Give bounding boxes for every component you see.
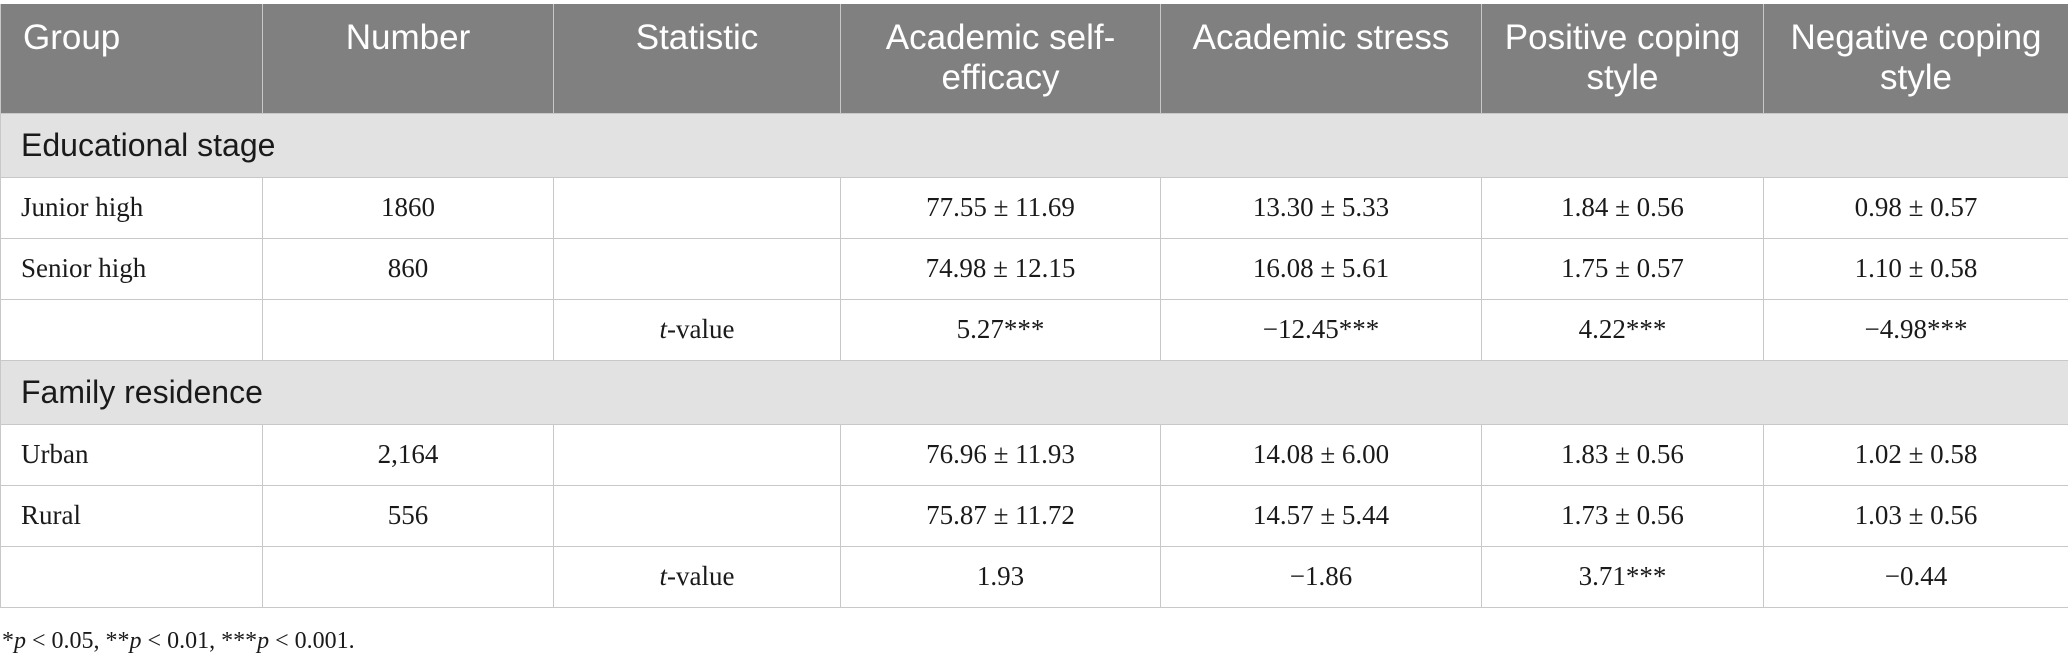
table-cell: 860: [262, 237, 554, 300]
header-negative-coping-style: Negative coping style: [1763, 4, 2068, 114]
statistic-value: −12.45***: [1160, 298, 1482, 361]
empty-cell: [262, 298, 554, 361]
empty-cell: [262, 545, 554, 608]
statistic-symbol: t: [659, 314, 668, 344]
section-row: Family residence: [0, 359, 2068, 425]
footnote-part: p: [14, 628, 26, 654]
table-row: Junior high 1860 77.55 ± 11.69 13.30 ± 5.33…: [0, 176, 2068, 239]
footnote-part: < 0.01, ***: [141, 628, 258, 654]
statistic-value: 5.27***: [840, 298, 1161, 361]
table-footnote: *p < 0.05, **p < 0.01, ***p < 0.001.: [2, 628, 355, 655]
table-cell: 75.87 ± 11.72: [840, 484, 1161, 547]
table-cell: 1860: [262, 176, 554, 239]
footnote-part: < 0.05, **: [26, 628, 130, 654]
table-header: Group Number Statistic Academic self-eff…: [0, 4, 2068, 114]
statistic-label: t-value: [553, 298, 841, 361]
header-academic-self-efficacy: Academic self-efficacy: [840, 4, 1161, 114]
header-statistic: Statistic: [553, 4, 841, 114]
table-cell: Junior high: [0, 176, 263, 239]
footnote-part: p: [129, 628, 142, 654]
comparison-table: Group Number Statistic Academic self-eff…: [0, 4, 2068, 608]
table-row: Senior high 860 74.98 ± 12.15 16.08 ± 5.61 1…: [0, 237, 2068, 300]
table-cell: [553, 484, 841, 547]
table-row: Rural 556 75.87 ± 11.72 14.57 ± 5.44 1.73 ± …: [0, 484, 2068, 547]
table-cell: 1.03 ± 0.56: [1763, 484, 2068, 547]
table-body: Educational stage Junior high 1860 77.55 ± …: [0, 112, 2068, 608]
table-cell: 13.30 ± 5.33: [1160, 176, 1482, 239]
statistic-suffix: -value: [667, 561, 735, 591]
table-cell: 16.08 ± 5.61: [1160, 237, 1482, 300]
data-table-container: Group Number Statistic Academic self-eff…: [0, 4, 2068, 608]
table-cell: 1.84 ± 0.56: [1481, 176, 1764, 239]
statistic-value: 3.71***: [1481, 545, 1764, 608]
table-row: Urban 2,164 76.96 ± 11.93 14.08 ± 6.00 1.83 …: [0, 423, 2068, 486]
table-cell: 76.96 ± 11.93: [840, 423, 1161, 486]
table-cell: 77.55 ± 11.69: [840, 176, 1161, 239]
section-row: Educational stage: [0, 112, 2068, 178]
statistic-value: −0.44: [1763, 545, 2068, 608]
table-cell: 0.98 ± 0.57: [1763, 176, 2068, 239]
header-row: Group Number Statistic Academic self-eff…: [0, 4, 2068, 114]
table-cell: 1.02 ± 0.58: [1763, 423, 2068, 486]
statistic-label: t-value: [553, 545, 841, 608]
statistic-symbol: t: [659, 561, 668, 591]
statistic-value: −1.86: [1160, 545, 1482, 608]
table-cell: 74.98 ± 12.15: [840, 237, 1161, 300]
table-cell: 14.57 ± 5.44: [1160, 484, 1482, 547]
footnote-part: p: [257, 628, 270, 654]
table-cell: 2,164: [262, 423, 554, 486]
table-cell: 1.73 ± 0.56: [1481, 484, 1764, 547]
table-cell: 1.75 ± 0.57: [1481, 237, 1764, 300]
stat-row: t-value 1.93 −1.86 3.71*** −0.44: [0, 545, 2068, 608]
table-cell: [553, 423, 841, 486]
stat-row: t-value 5.27*** −12.45*** 4.22*** −4.98***: [0, 298, 2068, 361]
empty-cell: [0, 545, 263, 608]
table-cell: [553, 237, 841, 300]
header-positive-coping-style: Positive coping style: [1481, 4, 1764, 114]
table-cell: 1.10 ± 0.58: [1763, 237, 2068, 300]
table-cell: Rural: [0, 484, 263, 547]
footnote-part: < 0.001.: [269, 628, 355, 654]
header-number: Number: [262, 4, 554, 114]
table-cell: Urban: [0, 423, 263, 486]
statistic-value: −4.98***: [1763, 298, 2068, 361]
section-title: Educational stage: [0, 112, 2068, 178]
table-cell: 556: [262, 484, 554, 547]
table-cell: 1.83 ± 0.56: [1481, 423, 1764, 486]
section-title: Family residence: [0, 359, 2068, 425]
empty-cell: [0, 298, 263, 361]
table-cell: Senior high: [0, 237, 263, 300]
statistic-value: 4.22***: [1481, 298, 1764, 361]
header-group: Group: [0, 4, 263, 114]
statistic-suffix: -value: [667, 314, 735, 344]
statistic-value: 1.93: [840, 545, 1161, 608]
table-cell: [553, 176, 841, 239]
table-cell: 14.08 ± 6.00: [1160, 423, 1482, 486]
header-academic-stress: Academic stress: [1160, 4, 1482, 114]
footnote-part: *: [2, 628, 14, 654]
